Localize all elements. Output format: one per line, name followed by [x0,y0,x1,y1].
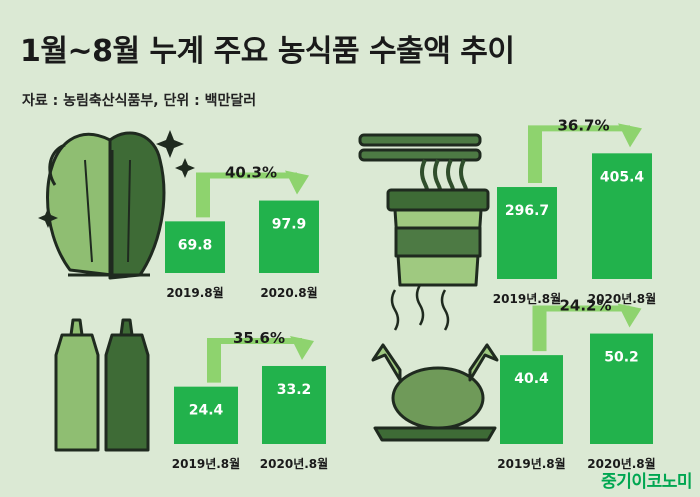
bar-value-label: 24.4 [189,403,224,419]
bar [174,386,238,444]
category-label: 2019년.8월 [493,291,561,306]
chart-panel-2: 296.7 2019년.8월 405.4 2020년.8월 36.7% [493,116,656,306]
growth-rate-label: 36.7% [557,116,609,134]
growth-arrow-head [617,303,642,328]
growth-arrow-shaft [207,337,302,383]
growth-arrow-shaft [532,305,630,352]
category-label: 2019.8월 [166,285,223,300]
cabbage-icon [38,130,195,280]
bar-value-label: 50.2 [604,350,639,366]
bar [262,365,326,444]
category-label: 2020년.8월 [260,456,328,471]
bar-value-label: 405.4 [600,169,645,185]
page-title: 1월~8월 누계 주요 농식품 수출액 추이 [20,34,515,69]
growth-arrow-shaft [196,172,297,218]
growth-rate-label: 35.6% [233,329,285,347]
bar-value-label: 33.2 [277,382,312,398]
bar [165,221,225,273]
roast-chicken-icon [371,284,499,442]
sauce-bottles-icon [54,318,150,452]
bar [259,200,319,273]
growth-arrow-head [285,170,309,195]
bar [592,153,652,279]
chart-panel-1: 69.8 2019.8월 97.9 2020.8월 40.3% [165,164,319,300]
category-label: 2020년.8월 [587,456,655,471]
growth-arrow-head [290,335,314,360]
growth-rate-label: 40.3% [225,164,277,182]
category-label: 2020.8월 [260,285,317,300]
source-note: 자료 : 농림축산식품부, 단위 : 백만달러 [22,93,257,109]
bar [500,355,563,444]
bar-value-label: 97.9 [272,217,307,233]
bar-value-label: 40.4 [514,371,549,387]
category-label: 2019년.8월 [497,456,565,471]
growth-arrow-shaft [528,125,630,184]
bar-value-label: 69.8 [178,237,213,253]
noodle-cup-icon [358,133,490,287]
category-label: 2019년.8월 [172,456,240,471]
brand-logo: 중기이코노미 [601,472,692,492]
category-label: 2020년.8월 [588,291,656,306]
chart-panel-4: 40.4 2019년.8월 50.2 2020년.8월 24.2% [497,297,655,471]
bar [590,333,653,444]
bar [497,187,557,279]
bar-value-label: 296.7 [505,203,549,219]
growth-rate-label: 24.2% [559,297,611,315]
growth-arrow-head [618,123,642,148]
chart-panel-3: 24.4 2019년.8월 33.2 2020년.8월 35.6% [172,329,328,471]
